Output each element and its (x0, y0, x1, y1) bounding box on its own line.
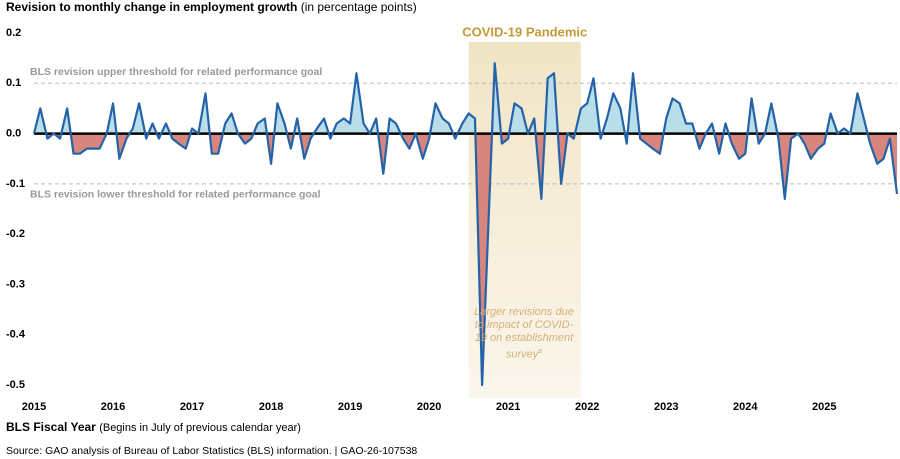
annotation-text: Larger revisions due to impact of COVID-… (474, 306, 574, 361)
y-tick-label: -0.2 (6, 228, 25, 240)
x-tick-label: 2015 (22, 401, 46, 413)
positive-area (34, 63, 897, 134)
x-tick-label: 2019 (338, 401, 362, 413)
y-tick-label: -0.4 (6, 329, 26, 341)
series-line (32, 62, 899, 387)
y-tick-label: 0.2 (6, 27, 21, 39)
x-tick-label: 2022 (575, 401, 599, 413)
threshold-label: BLS revision upper threshold for related… (30, 66, 322, 78)
chart-title: Revision to monthly change in employment… (6, 0, 417, 14)
y-tick-label: -0.5 (6, 379, 25, 391)
x-axis-title: BLS Fiscal Year (Begins in July of previ… (6, 420, 301, 434)
y-tick-label: 0.0 (6, 127, 21, 139)
x-tick-label: 2021 (496, 401, 520, 413)
x-tick-label: 2024 (733, 401, 758, 413)
threshold-label: BLS revision lower threshold for related… (30, 189, 321, 201)
y-tick-label: -0.3 (6, 278, 25, 290)
x-label-note: (Begins in July of previous calendar yea… (99, 422, 301, 434)
annotation: Larger revisions due to impact of COVID-… (474, 306, 574, 362)
y-tick-label: -0.1 (6, 178, 25, 190)
x-tick-label: 2018 (259, 401, 283, 413)
source: Source: GAO analysis of Bureau of Labor … (6, 445, 417, 457)
x-tick-label: 2025 (812, 401, 836, 413)
x-label: BLS Fiscal Year (6, 420, 96, 434)
shade-label: COVID-19 Pandemic (462, 24, 587, 39)
x-tick-label: 2023 (654, 401, 678, 413)
x-tick-label: 2016 (101, 401, 125, 413)
x-tick-label: 2017 (180, 401, 204, 413)
negative-area (46, 133, 897, 385)
title: Revision to monthly change in employment… (6, 0, 297, 14)
footnote-marker: a (538, 348, 543, 355)
subtitle: (in percentage points) (301, 0, 417, 14)
y-tick-label: 0.1 (6, 77, 21, 89)
x-tick-label: 2020 (417, 401, 441, 413)
